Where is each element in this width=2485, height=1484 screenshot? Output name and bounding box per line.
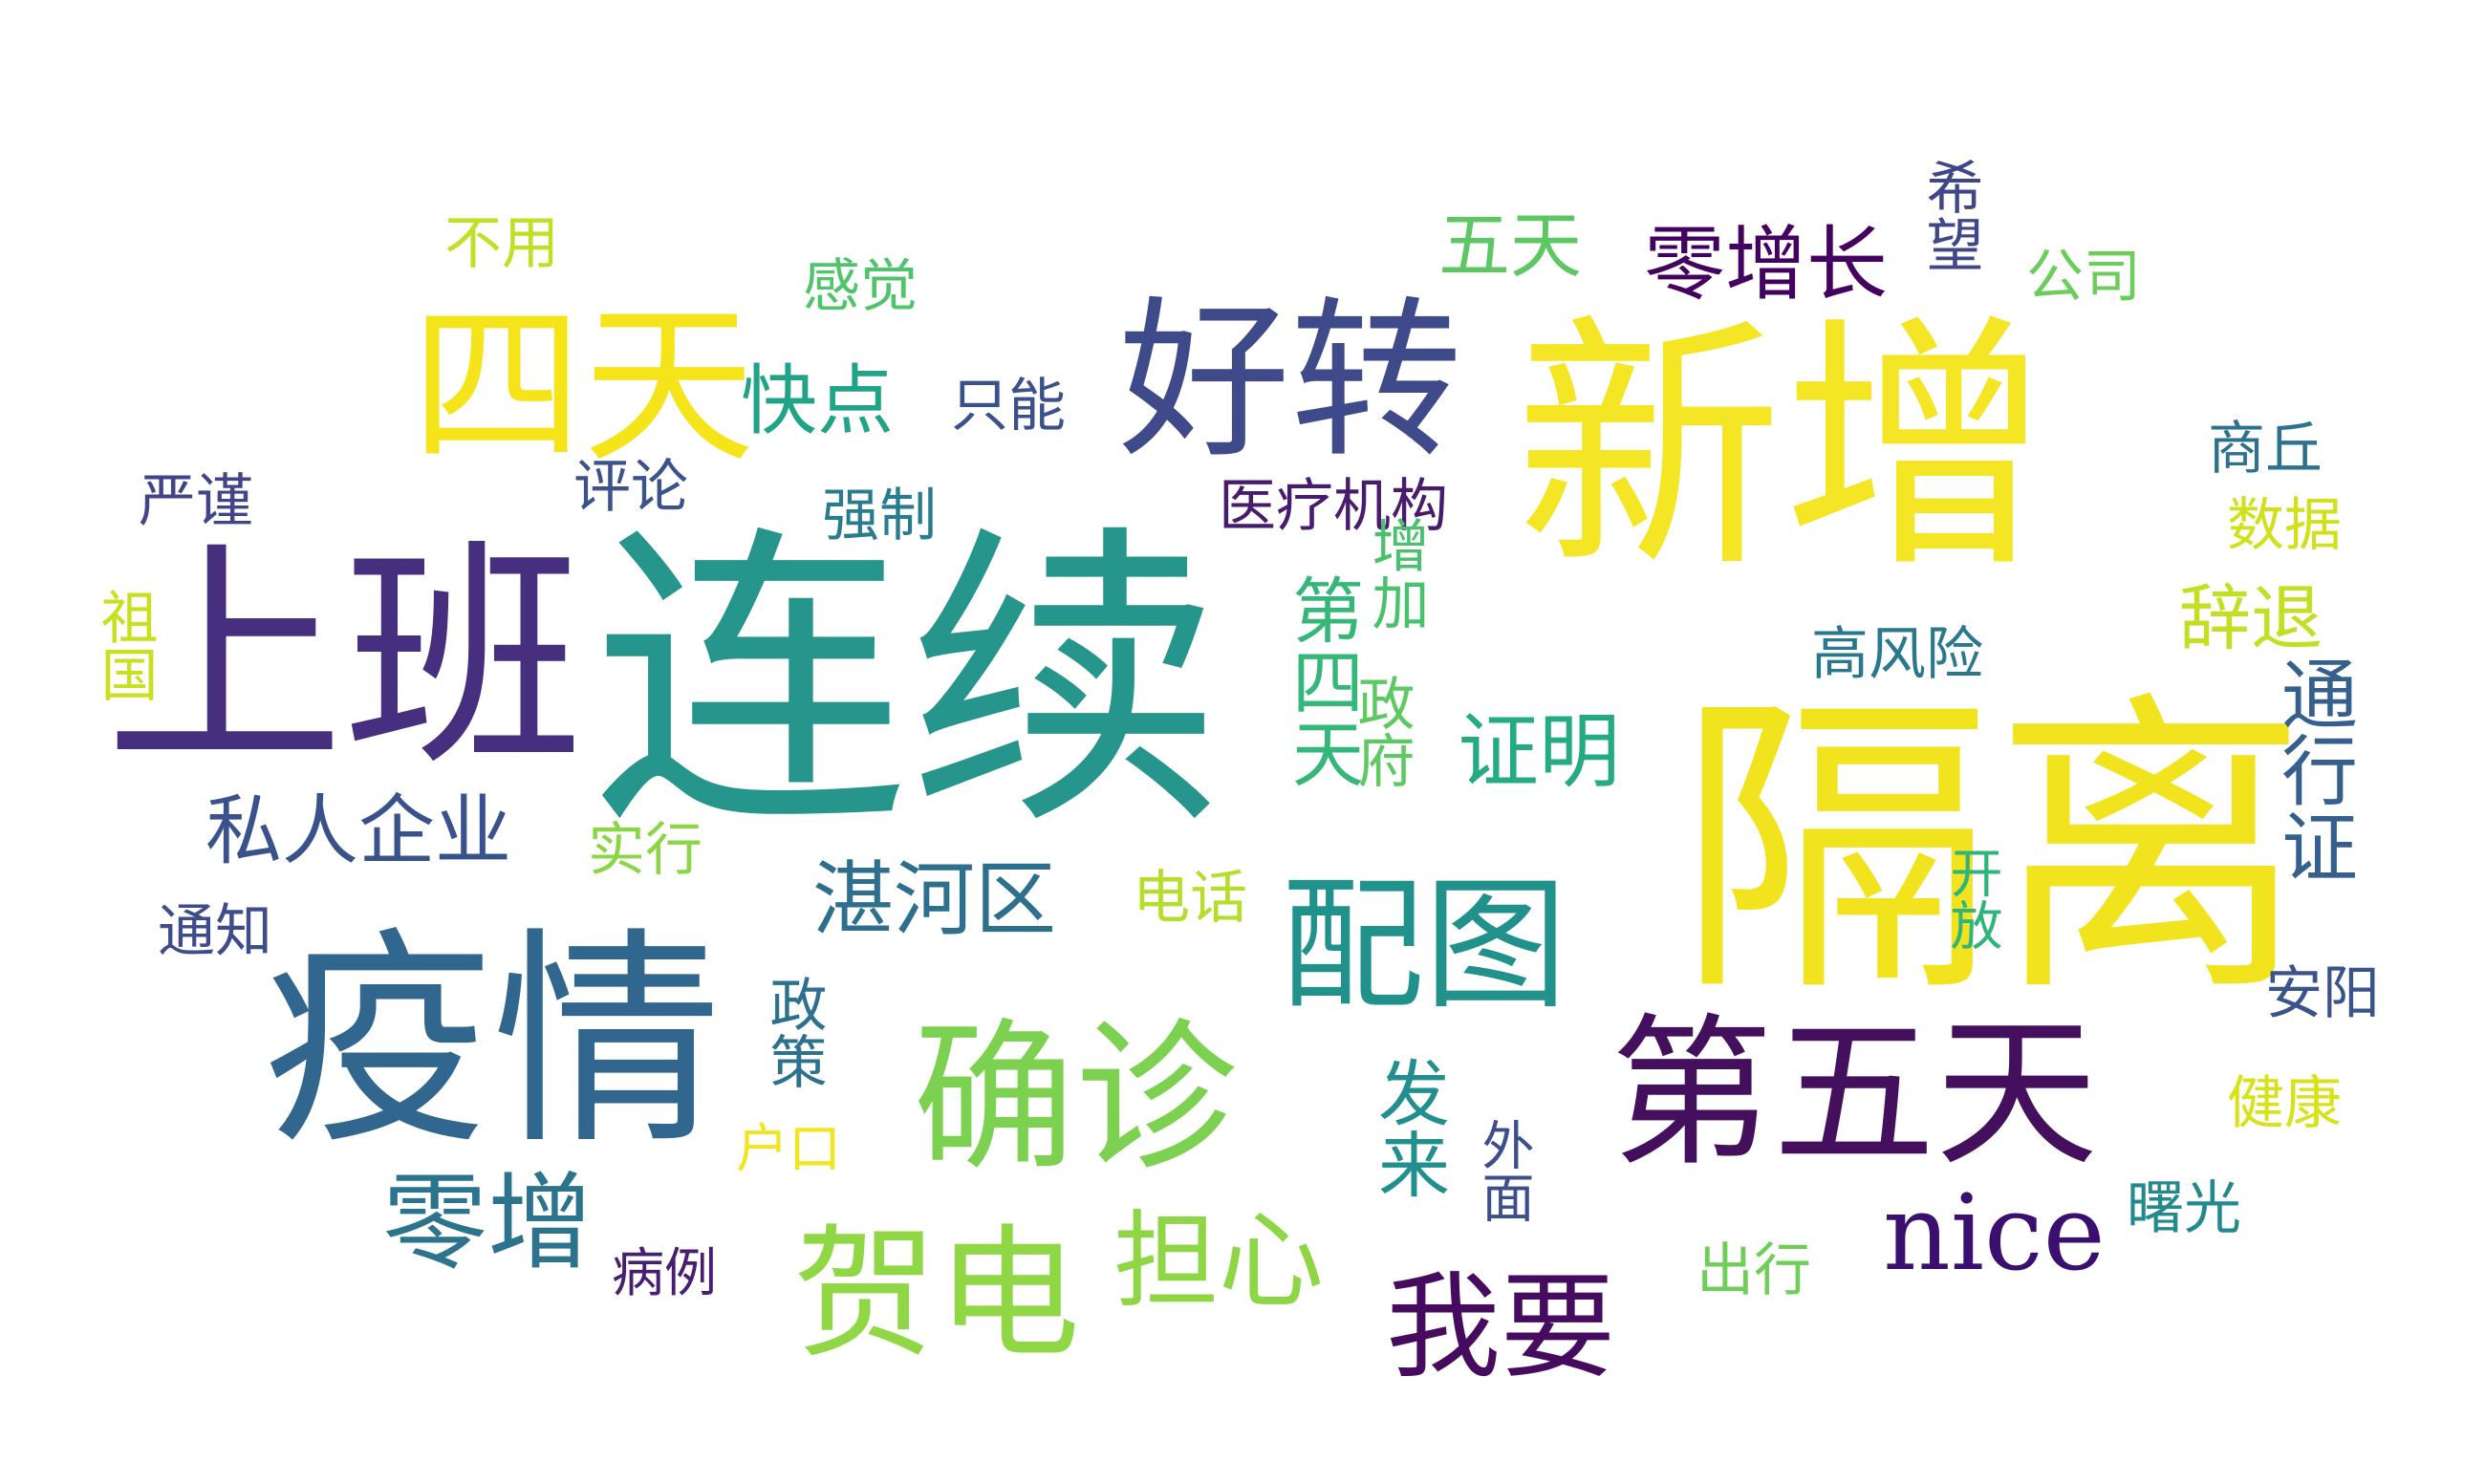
word-tongzhi: 通知 (158, 898, 272, 965)
word-wutian: 五天 (1438, 204, 1583, 288)
word-bingli: 病例 (612, 1242, 718, 1303)
word-lianxu: 连续 (593, 500, 1223, 867)
word-dianhua: 电话 (1133, 865, 1247, 932)
word-lingzengzhang: 零增长 (1644, 218, 1889, 312)
word-zhengfu: 政府 (1348, 674, 1415, 788)
word-anyang: 安阳 (2265, 960, 2380, 1027)
word-sirenqiye: 私人企业 (205, 786, 511, 875)
word-haozhuan: 好转 (1118, 282, 1463, 482)
word-shangban: 上班 (105, 520, 583, 798)
word-qiangzhi: 强制 (822, 483, 937, 549)
word-danxin: 担心 (1113, 1200, 1324, 1323)
word-chuxing: 出行 (1696, 1237, 1811, 1304)
word-zengjia: 增加 (1362, 516, 1429, 631)
word-buyong: 不用 (444, 210, 559, 277)
word-zhengce: 政策 (760, 975, 827, 1089)
word-xiwang: 希望 (1916, 158, 1983, 272)
word-gaofengxian: 高风险 (1811, 621, 1983, 688)
word-yiliaojigou: 医疗机构 (1219, 473, 1448, 540)
word-sitian: 四天 (411, 287, 756, 486)
word-disitian: 第四天 (1280, 573, 1364, 788)
word-peitu: 配图 (1281, 863, 1568, 1029)
word-geli: 隔离 (1677, 667, 2308, 1034)
word-shixing: 实行 (588, 817, 702, 884)
word-shangqiu: 商丘 (2208, 416, 2323, 483)
word-gongsi: 公司 (2026, 244, 2141, 311)
word-lingzeng: 零增 (382, 1162, 593, 1284)
word-nice: nice (1883, 1172, 2106, 1294)
word-kaifang: 开放 (1941, 846, 2002, 951)
word-zhineng: 只能 (951, 373, 1066, 440)
word-diwutian: 第五天 (1610, 1000, 2099, 1189)
word-jiankang: 健康 (2227, 1070, 2342, 1137)
word-quezhen: 确诊 (913, 1004, 1239, 1194)
word-zhengming: 证明 (1458, 705, 1621, 800)
word-pinglun: 评论 (573, 454, 688, 521)
word-kuaidian: 快点 (741, 356, 894, 445)
word-yanjin: 严谨 (139, 468, 253, 535)
word-shuju: 数据 (2227, 492, 2342, 559)
word-yiqing: 疫情 (263, 908, 723, 1175)
word-zhanhequ: 湛河区 (812, 853, 1057, 948)
word-woyao: 我要 (1386, 1261, 1615, 1394)
word-hedian: 贺电 (793, 1212, 1081, 1378)
word-ganjue: 感觉 (803, 253, 918, 320)
word-shuguang: 曙光 (2127, 1175, 2241, 1242)
word-xinzeng: 新增 (1515, 293, 2050, 605)
word-waimian: 外面 (1473, 1118, 1534, 1223)
word-hukou: 户口 (736, 1118, 842, 1179)
word-falai: 发来 (1366, 1056, 1450, 1199)
word-zuguo: 祖国 (91, 588, 158, 702)
word-citui: 辞退 (2179, 576, 2323, 660)
word-tongxingzheng: 通行证 (2269, 655, 2358, 884)
